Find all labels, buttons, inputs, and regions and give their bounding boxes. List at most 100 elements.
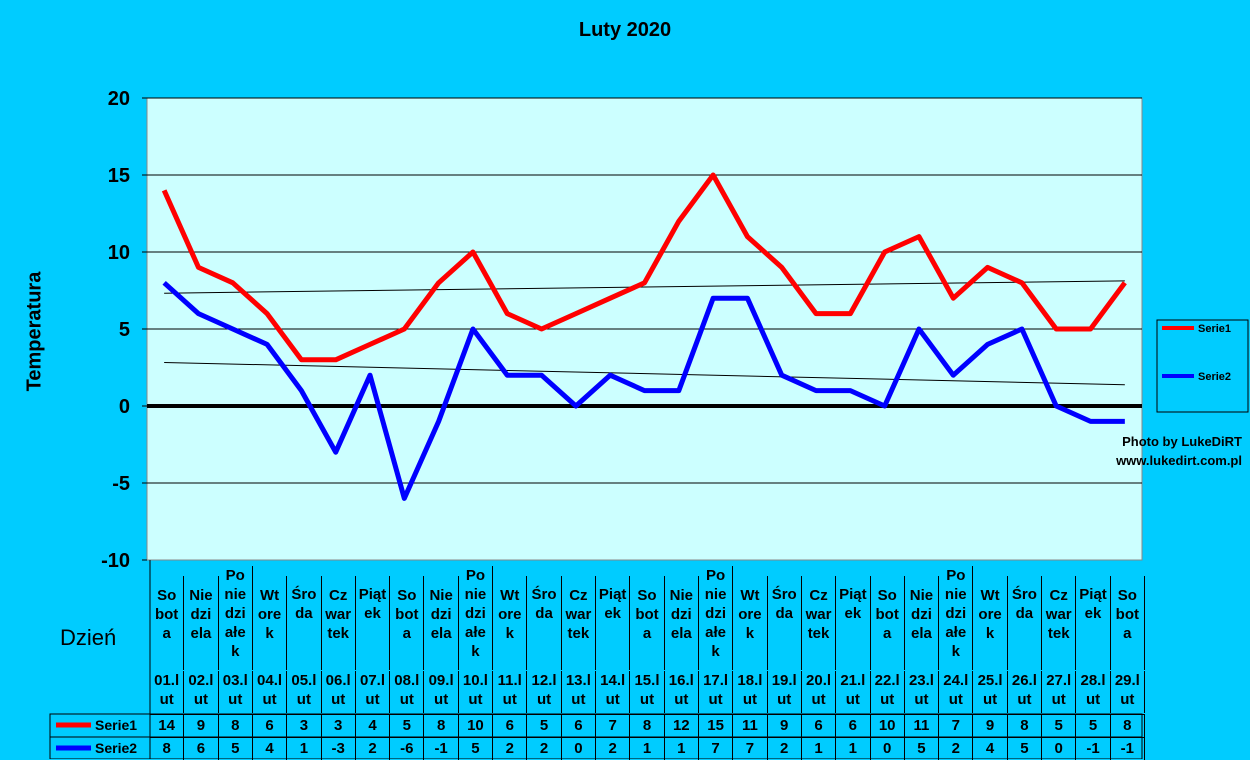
table-value-serie1: 11	[905, 714, 939, 737]
table-value-serie1: 6	[836, 714, 870, 737]
day-label: Nie dzi ela	[424, 576, 458, 670]
day-label: Po nie dzi ałe k	[939, 566, 973, 670]
table-value-serie2: 6	[184, 737, 218, 760]
table-value-serie1: 4	[356, 714, 390, 737]
day-label: Piąt ek	[596, 576, 630, 670]
table-value-serie1: 5	[1076, 714, 1110, 737]
table-value-serie2: 1	[802, 737, 836, 760]
table-value-serie2: 5	[219, 737, 253, 760]
y-tick-label: 0	[119, 396, 130, 418]
table-value-serie1: 8	[1008, 714, 1042, 737]
table-value-serie1: 3	[287, 714, 321, 737]
date-label: 21.l ut	[836, 671, 870, 713]
day-label: Cz war tek	[1042, 576, 1076, 670]
table-value-serie2: 2	[527, 737, 561, 760]
date-label: 05.l ut	[287, 671, 321, 713]
day-label: So bot a	[390, 576, 424, 670]
table-value-serie1: 12	[665, 714, 699, 737]
day-label: Nie dzi ela	[184, 576, 218, 670]
date-label: 22.l ut	[871, 671, 905, 713]
legend-label: Serie1	[1198, 323, 1231, 335]
table-value-serie1: 6	[562, 714, 596, 737]
table-value-serie2: 4	[253, 737, 287, 760]
table-value-serie1: 5	[390, 714, 424, 737]
legend-label: Serie2	[1198, 371, 1231, 383]
date-label: 06.l ut	[322, 671, 356, 713]
day-label: Nie dzi ela	[665, 576, 699, 670]
date-label: 07.l ut	[356, 671, 390, 713]
table-value-serie1: 11	[733, 714, 767, 737]
table-value-serie1: 14	[150, 714, 184, 737]
table-value-serie2: 1	[665, 737, 699, 760]
table-value-serie1: 9	[184, 714, 218, 737]
day-label: Wt ore k	[493, 576, 527, 670]
date-label: 03.l ut	[219, 671, 253, 713]
table-value-serie1: 8	[1111, 714, 1145, 737]
table-value-serie2: -1	[1076, 737, 1110, 760]
table-value-serie2: 1	[630, 737, 664, 760]
day-label: Wt ore k	[253, 576, 287, 670]
table-value-serie1: 3	[322, 714, 356, 737]
date-label: 17.l ut	[699, 671, 733, 713]
table-value-serie2: 4	[973, 737, 1007, 760]
date-label: 25.l ut	[973, 671, 1007, 713]
y-tick-label: -5	[112, 473, 130, 495]
day-label: Śro da	[527, 576, 561, 670]
table-value-serie2: 2	[596, 737, 630, 760]
table-value-serie1: 6	[802, 714, 836, 737]
table-value-serie2: 8	[150, 737, 184, 760]
day-label: Piąt ek	[836, 576, 870, 670]
date-label: 19.l ut	[768, 671, 802, 713]
day-label: Cz war tek	[802, 576, 836, 670]
date-label: 09.l ut	[424, 671, 458, 713]
date-label: 04.l ut	[253, 671, 287, 713]
table-value-serie2: 7	[699, 737, 733, 760]
table-value-serie2: 0	[562, 737, 596, 760]
day-label: Nie dzi ela	[905, 576, 939, 670]
date-label: 01.l ut	[150, 671, 184, 713]
day-label: So bot a	[871, 576, 905, 670]
table-value-serie1: 10	[871, 714, 905, 737]
date-label: 23.l ut	[905, 671, 939, 713]
date-label: 29.l ut	[1111, 671, 1145, 713]
credit-line-1: Photo by LukeDiRT	[1116, 432, 1242, 451]
table-value-serie2: 2	[493, 737, 527, 760]
table-value-serie1: 5	[527, 714, 561, 737]
table-value-serie2: -3	[322, 737, 356, 760]
y-tick-label: 10	[108, 242, 130, 264]
x-axis-label: Dzień	[60, 625, 116, 651]
table-value-serie1: 9	[973, 714, 1007, 737]
day-label: Po nie dzi ałe k	[699, 566, 733, 670]
date-label: 12.l ut	[527, 671, 561, 713]
day-label: Piąt ek	[356, 576, 390, 670]
y-tick-label: -10	[101, 550, 130, 572]
date-label: 14.l ut	[596, 671, 630, 713]
table-value-serie1: 15	[699, 714, 733, 737]
table-row-label: Serie1	[95, 717, 137, 733]
date-label: 13.l ut	[562, 671, 596, 713]
table-row-label: Serie2	[95, 740, 137, 756]
y-tick-label: 20	[108, 88, 130, 110]
table-value-serie1: 7	[596, 714, 630, 737]
day-label: Śro da	[1008, 576, 1042, 670]
date-label: 28.l ut	[1076, 671, 1110, 713]
day-label: So bot a	[150, 576, 184, 670]
date-label: 16.l ut	[665, 671, 699, 713]
table-value-serie1: 10	[459, 714, 493, 737]
table-value-serie2: 0	[871, 737, 905, 760]
table-value-serie1: 8	[424, 714, 458, 737]
table-value-serie2: 1	[287, 737, 321, 760]
date-label: 20.l ut	[802, 671, 836, 713]
date-label: 08.l ut	[390, 671, 424, 713]
table-value-serie2: 2	[768, 737, 802, 760]
table-value-serie2: 0	[1042, 737, 1076, 760]
table-value-serie2: -6	[390, 737, 424, 760]
day-label: Cz war tek	[562, 576, 596, 670]
date-label: 26.l ut	[1008, 671, 1042, 713]
date-label: 18.l ut	[733, 671, 767, 713]
day-label: Piąt ek	[1076, 576, 1110, 670]
table-value-serie2: 2	[939, 737, 973, 760]
table-value-serie2: 5	[905, 737, 939, 760]
date-label: 11.l ut	[493, 671, 527, 713]
day-label: Śro da	[768, 576, 802, 670]
